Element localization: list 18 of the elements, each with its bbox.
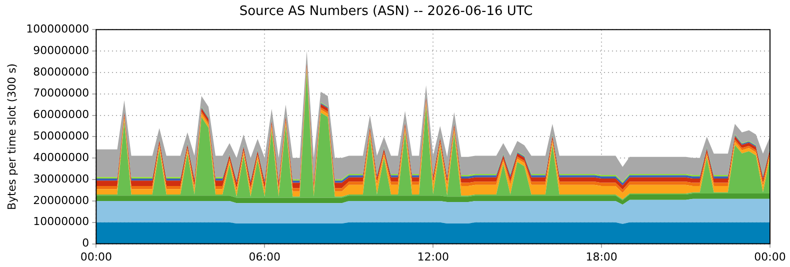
y-tick-label: 100000000: [26, 22, 90, 36]
y-axis-title: Bytes per time slot (300 s): [5, 63, 18, 210]
x-tick-label: 06:00: [248, 250, 280, 264]
y-tick-label: 30000000: [33, 172, 90, 186]
y-tick-label: 70000000: [33, 86, 90, 100]
y-tick-label: 0: [82, 236, 90, 250]
y-tick-label: 10000000: [33, 215, 90, 228]
x-tick-label: 00:00: [80, 250, 112, 264]
y-tick-label: 90000000: [33, 44, 90, 57]
y-tick-label: 80000000: [33, 65, 90, 78]
x-tick-label: 18:00: [586, 250, 618, 264]
chart-title: Source AS Numbers (ASN) -- 2026-06-16 UTC: [239, 4, 533, 20]
y-tick-label: 40000000: [33, 150, 90, 164]
y-tick-label: 60000000: [33, 108, 90, 122]
y-tick-label: 20000000: [33, 194, 90, 207]
x-tick-label: 00:00: [754, 250, 786, 264]
y-tick-label: 50000000: [33, 130, 90, 143]
x-tick-label: 12:00: [417, 250, 449, 264]
